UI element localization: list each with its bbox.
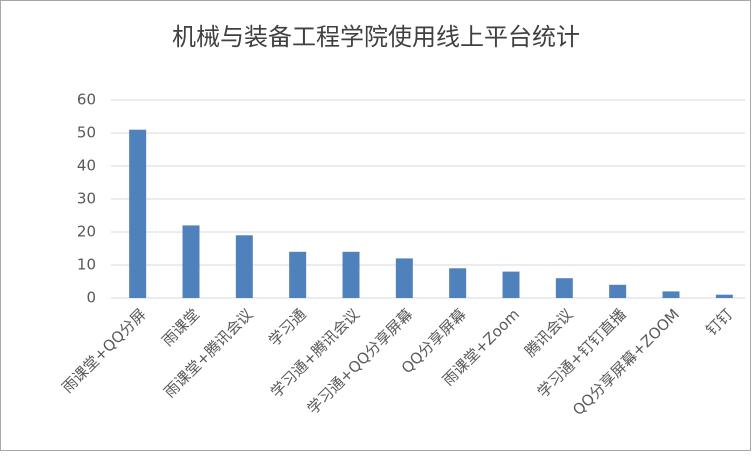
bar — [715, 294, 733, 298]
bar — [555, 278, 573, 298]
y-tick-label: 20 — [77, 223, 96, 241]
bar — [235, 235, 253, 298]
bar — [502, 271, 520, 298]
y-tick-label: 0 — [86, 289, 96, 307]
chart-title: 机械与装备工程学院使用线上平台统计 — [172, 23, 580, 51]
y-tick-label: 30 — [77, 190, 96, 208]
bar — [449, 268, 467, 298]
bar — [129, 129, 147, 298]
bar — [609, 284, 627, 298]
bar — [395, 258, 413, 298]
bar — [289, 251, 307, 298]
bar — [662, 291, 680, 298]
bar — [342, 251, 360, 298]
y-tick-label: 40 — [77, 157, 96, 175]
y-tick-label: 10 — [77, 256, 96, 274]
y-tick-label: 60 — [77, 91, 96, 109]
bar — [182, 225, 200, 298]
y-tick-label: 50 — [77, 124, 96, 142]
